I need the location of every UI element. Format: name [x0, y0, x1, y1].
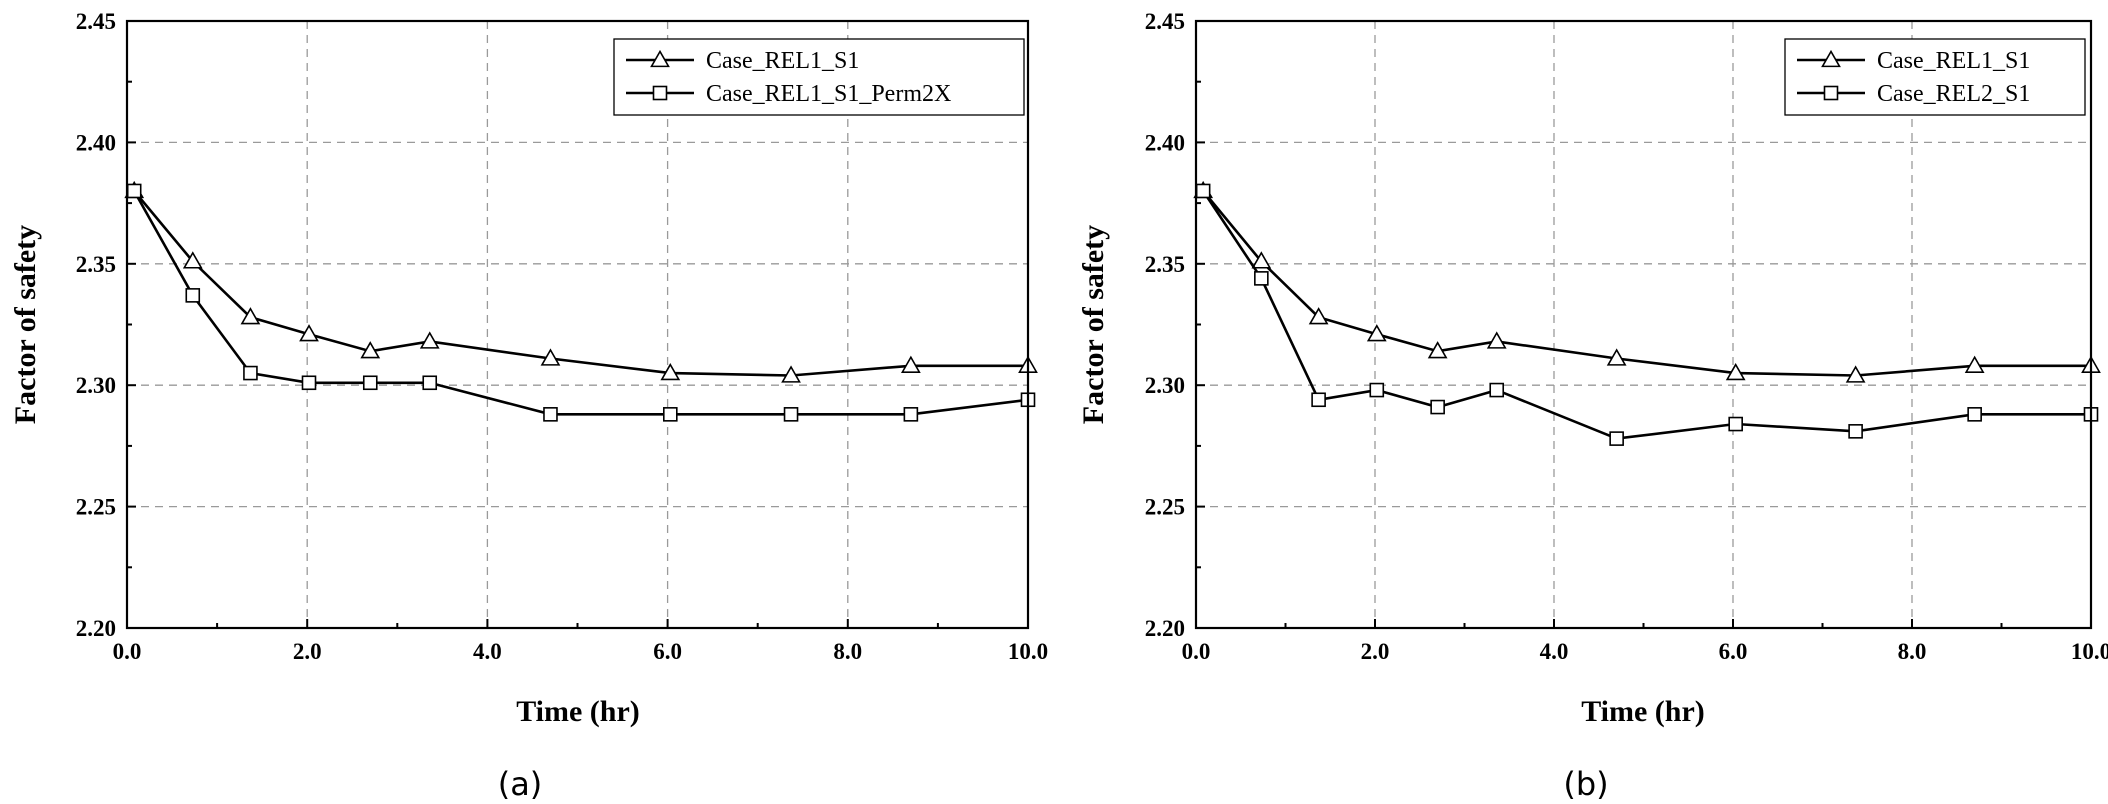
square-point	[1728, 416, 1743, 432]
triangle-point	[360, 341, 381, 359]
series-1	[1193, 180, 2101, 383]
y-tick-label: 2.25	[76, 495, 116, 520]
triangle-point	[1725, 362, 1746, 381]
y-axis-title: Factor of safety	[9, 225, 42, 424]
square-point	[543, 407, 558, 422]
square-point	[1967, 407, 1982, 422]
gridlines	[1196, 21, 2091, 628]
x-tick-label: 2.0	[1361, 639, 1390, 664]
legend-label: Case_REL2_S1	[1877, 81, 2030, 107]
y-tick-label: 2.20	[76, 616, 116, 641]
y-axis-title: Factor of safety	[1077, 225, 1110, 424]
triangle-point	[660, 362, 681, 381]
gridlines	[127, 21, 1028, 628]
triangle-point	[1964, 355, 1985, 373]
y-tick-label: 2.30	[76, 373, 116, 398]
square-point	[1609, 431, 1624, 446]
square-point	[301, 375, 317, 391]
x-tick-label: 4.0	[1540, 639, 1569, 664]
square-point	[663, 407, 678, 422]
square-point	[126, 183, 142, 199]
plot-frame	[125, 19, 1030, 630]
triangle-point	[419, 331, 440, 349]
chart-panel-1: 0.0 2.0 4.0 6.0 8.0 10.0 2.20 2.25 2.30 2.35 2.40 2…	[9, 9, 1048, 803]
axis-ticks: 0.0 2.0 4.0 6.0 8.0 10.0 2.20 2.25 2.30 2.35 2.40 2…	[76, 9, 1048, 664]
square-point	[185, 288, 201, 303]
square-point	[1254, 271, 1269, 286]
y-tick-label: 2.20	[1145, 616, 1185, 641]
x-tick-label: 0.0	[1182, 639, 1211, 664]
y-tick-label: 2.40	[1145, 130, 1185, 155]
x-tick-label: 10.0	[1008, 639, 1048, 664]
square-point	[783, 407, 799, 422]
legend-triangle-marker	[650, 49, 670, 68]
series-line	[133, 190, 1028, 377]
panel-label: (a)	[498, 765, 543, 803]
legend-label: Case_REL1_S1	[1877, 48, 2030, 74]
x-tick-label: 4.0	[473, 639, 502, 664]
legend-box	[1784, 38, 2086, 116]
triangle-point	[1427, 341, 1448, 359]
x-axis-title: Time (hr)	[1581, 695, 1705, 728]
y-tick-label: 2.30	[1145, 373, 1185, 398]
y-tick-label: 2.45	[76, 9, 116, 34]
triangle-point	[1845, 365, 1866, 383]
y-tick-label: 2.35	[1145, 252, 1185, 277]
y-tick-label: 2.35	[76, 252, 116, 277]
series-line	[1202, 190, 2091, 377]
x-tick-label: 6.0	[1719, 639, 1748, 664]
legend-label: Case_REL1_S1	[706, 48, 859, 74]
triangle-point	[1308, 307, 1329, 325]
series-line	[1202, 190, 2091, 440]
legend-square-marker	[652, 85, 668, 101]
plot-frame	[1194, 19, 2093, 630]
triangle-point	[299, 324, 319, 342]
triangle-point	[1366, 324, 1387, 342]
x-tick-label: 8.0	[1898, 639, 1927, 664]
series-line	[133, 190, 1029, 416]
triangle-point	[182, 251, 203, 269]
x-tick-label: 8.0	[833, 639, 862, 664]
square-point	[422, 375, 438, 391]
square-point	[903, 407, 919, 422]
y-tick-label: 2.25	[1145, 495, 1185, 520]
square-point	[1369, 382, 1385, 398]
y-tick-label: 2.45	[1145, 9, 1185, 34]
chart-panel-2: 0.0 2.0 4.0 6.0 8.0 10.0 2.20 2.25 2.30 2.35 2.40 2…	[1077, 9, 2108, 803]
triangle-point	[781, 365, 801, 383]
triangle-point	[1606, 348, 1627, 366]
x-tick-label: 10.0	[2071, 639, 2108, 664]
x-tick-label: 0.0	[113, 639, 142, 664]
square-point	[1848, 424, 1863, 439]
triangle-point	[1486, 331, 1507, 349]
triangle-point	[240, 307, 261, 325]
square-point	[243, 365, 258, 381]
triangle-point	[1251, 251, 1272, 269]
x-tick-label: 6.0	[653, 639, 682, 664]
series-1	[124, 180, 1038, 383]
x-tick-label: 2.0	[293, 639, 322, 664]
legend: Case_REL1_S1 Case_REL1_S1_Perm2X	[613, 38, 1025, 116]
square-point	[362, 375, 378, 391]
triangle-point	[540, 348, 561, 366]
legend-label: Case_REL1_S1_Perm2X	[706, 81, 951, 107]
y-tick-label: 2.40	[76, 130, 116, 155]
triangle-point	[900, 355, 921, 373]
legend-box	[613, 38, 1025, 116]
square-point	[1489, 382, 1505, 398]
panel-label: (b)	[1563, 765, 1608, 803]
legend: Case_REL1_S1 Case_REL2_S1	[1784, 38, 2086, 116]
legend-triangle-marker	[1821, 49, 1841, 68]
square-point	[1195, 183, 1211, 199]
x-axis-title: Time (hr)	[516, 695, 640, 728]
series-2	[1195, 183, 2099, 446]
square-point	[1430, 399, 1445, 415]
square-point	[1311, 392, 1326, 408]
axis-ticks: 0.0 2.0 4.0 6.0 8.0 10.0 2.20 2.25 2.30 2.35 2.40 2…	[1145, 9, 2108, 664]
series-2	[126, 183, 1036, 422]
legend-square-marker	[1823, 85, 1839, 101]
